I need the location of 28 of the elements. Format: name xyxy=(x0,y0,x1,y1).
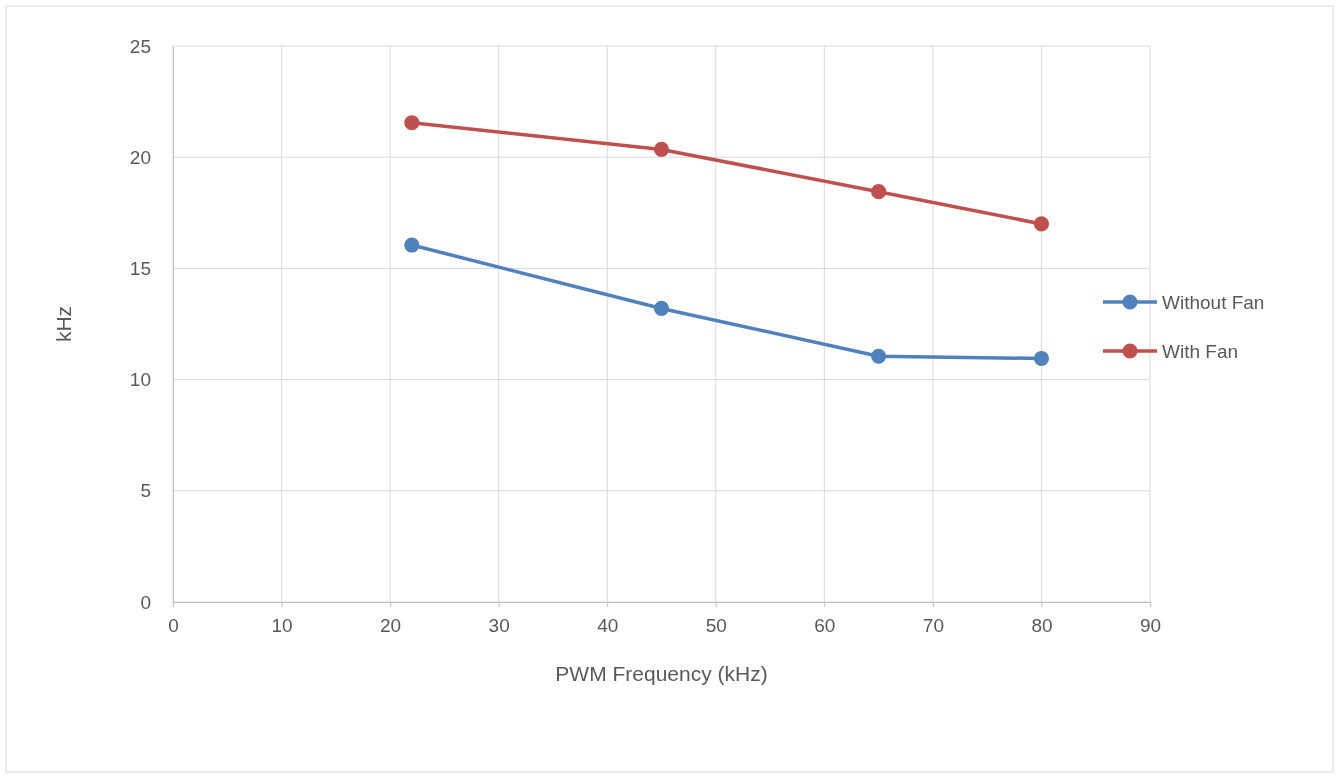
point xyxy=(871,184,887,200)
x-tick-label: 70 xyxy=(922,615,944,637)
x-tick-label: 40 xyxy=(597,615,619,637)
x-tick-label: 90 xyxy=(1139,615,1162,637)
point xyxy=(653,141,670,157)
y-tick-label: 0 xyxy=(140,591,151,613)
x-tick-label: 0 xyxy=(168,615,179,637)
y-axis-title: kHz xyxy=(52,305,75,343)
point xyxy=(871,348,887,364)
y-tick-label: 15 xyxy=(129,257,151,279)
legend-label: Without Fan xyxy=(1162,292,1265,313)
point xyxy=(1033,350,1050,367)
point xyxy=(653,300,670,316)
legend-label: With Fan xyxy=(1162,341,1239,362)
x-tick-label: 60 xyxy=(814,615,836,637)
y-tick-label: 5 xyxy=(140,480,151,502)
point xyxy=(1033,216,1050,232)
point xyxy=(404,237,420,253)
x-tick-label: 80 xyxy=(1031,615,1053,637)
point xyxy=(404,115,420,131)
y-tick-label: 10 xyxy=(129,369,151,391)
x-axis-title: PWM Frequency (kHz) xyxy=(555,662,768,685)
x-tick-label: 30 xyxy=(488,615,510,637)
x-tick-label: 50 xyxy=(705,615,727,637)
y-tick-label: 25 xyxy=(129,35,151,57)
x-tick-label: 10 xyxy=(271,615,293,637)
y-tick-label: 20 xyxy=(129,146,151,168)
x-tick-label: 20 xyxy=(380,615,402,637)
